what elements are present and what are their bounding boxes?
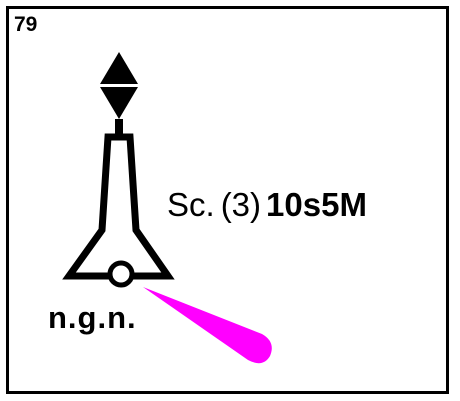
topmark-stem xyxy=(115,119,123,137)
light-characteristic: Sc. (3) 10s5M xyxy=(167,188,367,221)
symbol-number: 79 xyxy=(14,13,38,36)
position-circle xyxy=(107,260,135,288)
diamond-icon xyxy=(97,52,141,119)
beacon-abbreviation: n.g.n. xyxy=(48,300,137,335)
light-flare-icon xyxy=(143,287,272,364)
light-rhythm: Sc. xyxy=(167,186,215,223)
beacon-tower-icon xyxy=(62,133,175,280)
light-group: (3) xyxy=(220,186,262,223)
light-period-range: 10s5M xyxy=(266,186,367,223)
